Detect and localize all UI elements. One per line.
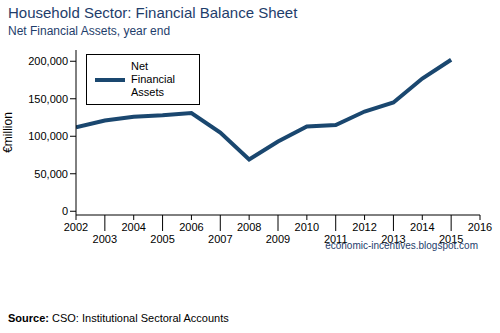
svg-text:2008: 2008	[237, 221, 261, 233]
svg-text:2014: 2014	[410, 221, 434, 233]
svg-text:100,000: 100,000	[28, 130, 68, 142]
svg-text:0: 0	[62, 205, 68, 217]
svg-text:2007: 2007	[208, 233, 232, 245]
svg-text:2010: 2010	[295, 221, 319, 233]
svg-text:200,000: 200,000	[28, 55, 68, 67]
svg-text:2005: 2005	[150, 233, 174, 245]
svg-text:2006: 2006	[179, 221, 203, 233]
svg-text:50,000: 50,000	[34, 168, 68, 180]
svg-text:2002: 2002	[64, 221, 88, 233]
svg-text:2003: 2003	[93, 233, 117, 245]
svg-text:2012: 2012	[352, 221, 376, 233]
svg-text:€million: €million	[8, 112, 15, 153]
svg-text:2009: 2009	[266, 233, 290, 245]
svg-text:2004: 2004	[121, 221, 145, 233]
svg-text:2016: 2016	[468, 221, 492, 233]
svg-text:150,000: 150,000	[28, 93, 68, 105]
